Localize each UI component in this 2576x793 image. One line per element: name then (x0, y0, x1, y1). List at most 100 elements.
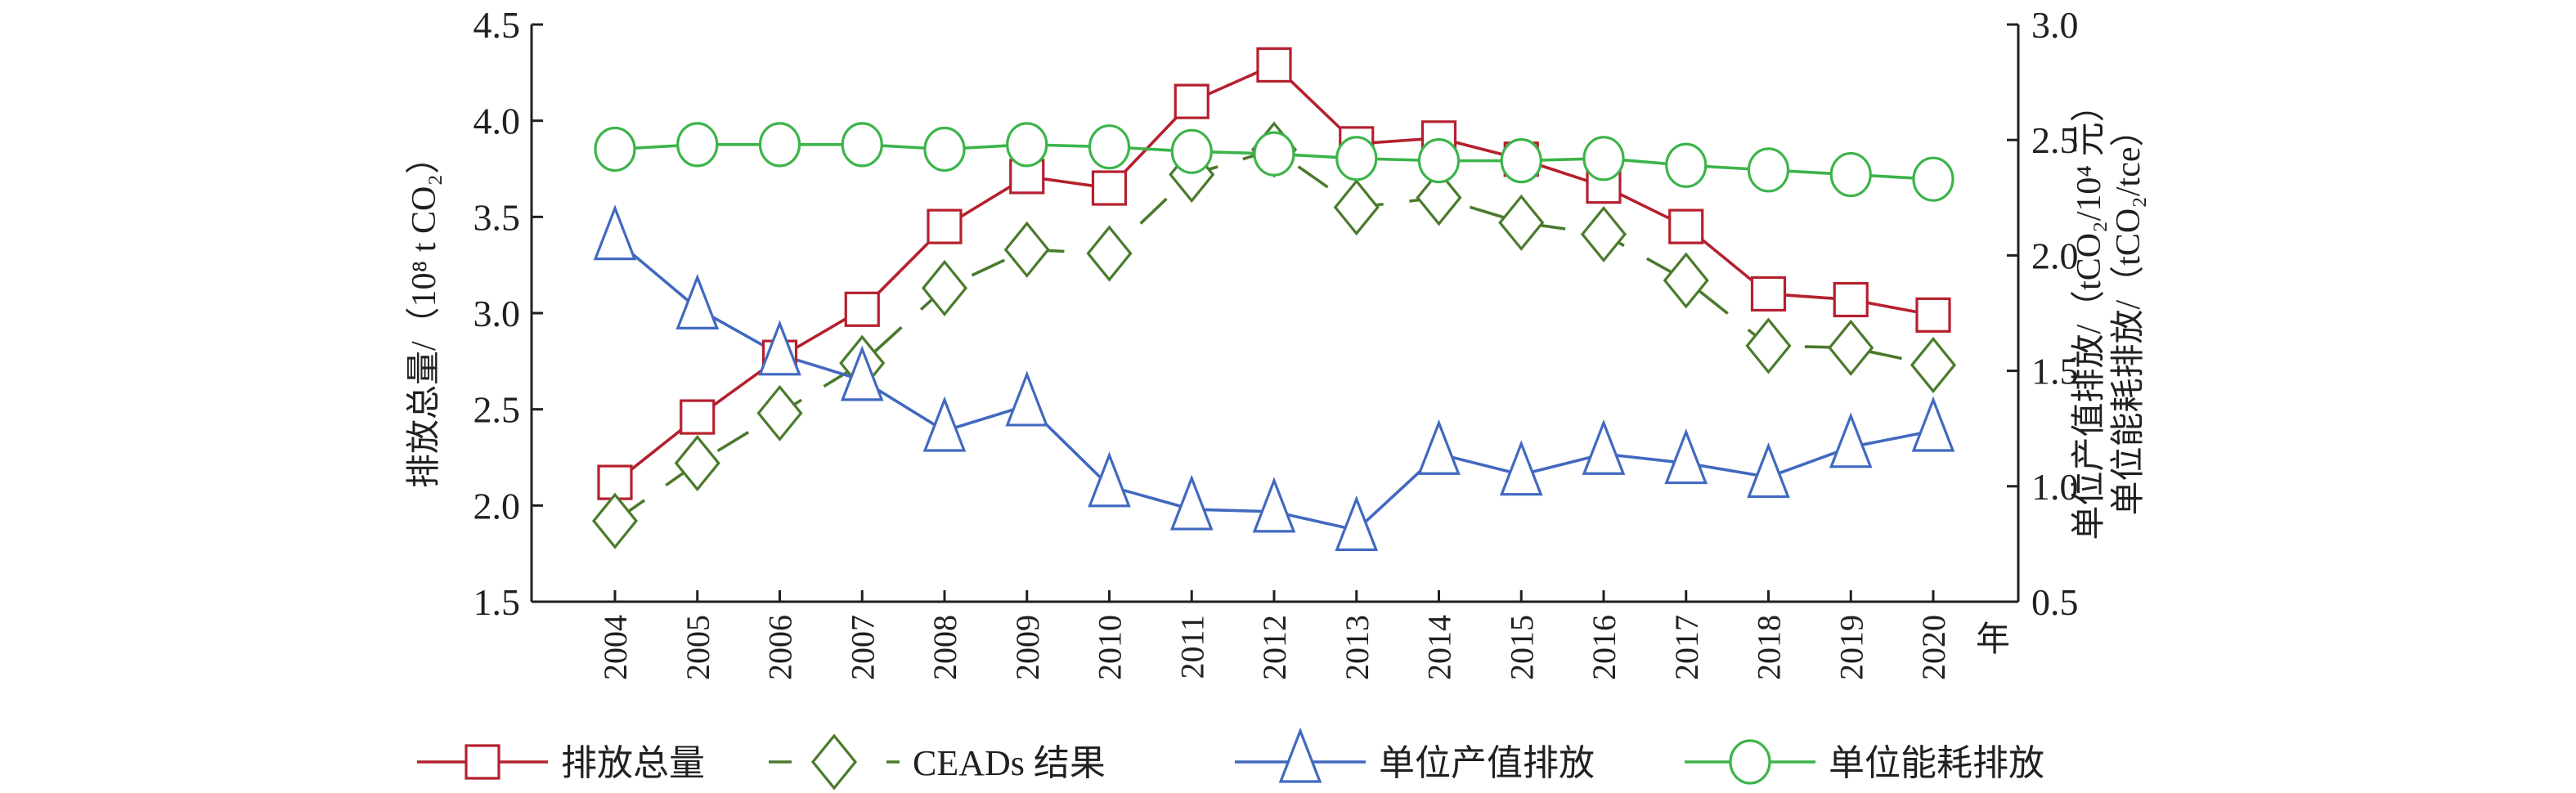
data-point-diamond-2018 (1745, 317, 1792, 374)
data-point-triangle-2006 (758, 320, 801, 376)
data-point-circle-2015 (1500, 138, 1542, 184)
legend-label-3: 单位能耗排放 (1829, 743, 2044, 783)
data-point-square-2007 (844, 291, 880, 327)
data-point-square-2012 (1256, 47, 1292, 83)
data-point-triangle-2018 (1747, 442, 1790, 499)
data-point-circle-2006 (758, 122, 801, 168)
legend-label-0: 排放总量 (561, 743, 705, 783)
right-tick-label: 1.5 (2031, 351, 2079, 392)
data-point-diamond-2020 (1910, 337, 1957, 394)
data-point-diamond-2004 (591, 492, 639, 549)
legend-label-1: CEADs 结果 (913, 743, 1106, 783)
left-tick-label: 1.5 (473, 581, 521, 623)
data-point-triangle-2017 (1664, 428, 1708, 485)
data-point-triangle-2009 (1005, 370, 1049, 427)
data-point-triangle-2013 (1335, 495, 1379, 552)
right-tick-label: 3.0 (2031, 4, 2079, 46)
data-point-square-2018 (1750, 276, 1787, 312)
data-point-diamond-2005 (674, 435, 720, 492)
data-point-circle-2004 (594, 126, 636, 172)
data-point-circle-2018 (1747, 147, 1790, 193)
right-tick-label: 1.0 (2031, 466, 2079, 508)
left-axis-label: 排放总量/（10⁸ t CO₂） (406, 140, 443, 488)
x-tick-label: 2015 (1503, 615, 1540, 680)
data-point-square-2005 (680, 399, 716, 435)
legend-label-2: 单位产值排放 (1379, 743, 1595, 783)
data-point-diamond-2008 (921, 259, 968, 316)
data-point-square-2008 (927, 208, 963, 244)
data-point-triangle-2008 (922, 396, 967, 452)
left-tick-label: 3.0 (473, 293, 521, 334)
data-point-circle-2009 (1006, 122, 1048, 168)
data-point-diamond-2017 (1663, 252, 1709, 309)
data-point-triangle-2005 (675, 273, 720, 329)
data-point-circle-2014 (1417, 138, 1461, 184)
data-point-square-2011 (1174, 83, 1209, 119)
x-tick-label: 2004 (597, 615, 634, 680)
legend-marker-circle (1729, 739, 1771, 785)
right-tick-label: 2.0 (2031, 235, 2079, 276)
data-point-circle-2013 (1335, 136, 1378, 181)
x-tick-label: 2006 (762, 615, 799, 680)
data-point-circle-2010 (1088, 124, 1131, 170)
series-markers (591, 47, 1957, 552)
right-tick-label: 0.5 (2031, 581, 2079, 623)
data-point-square-2019 (1833, 281, 1869, 318)
data-point-triangle-2020 (1911, 396, 1955, 452)
data-point-triangle-2007 (840, 345, 884, 401)
x-tick-label: 2012 (1256, 615, 1293, 680)
ticks: 1.5 2.0 2.5 3.0 3.5 4.0 4.5 0.5 1.0 1.5 2.0 2.5 3.0 2… (473, 4, 2079, 680)
x-tick-label: 2008 (927, 615, 963, 680)
data-point-circle-2007 (841, 122, 883, 168)
data-point-diamond-2015 (1498, 194, 1545, 251)
data-point-diamond-2010 (1086, 225, 1133, 282)
left-tick-label: 4.0 (473, 101, 521, 142)
legend-marker-square (464, 744, 500, 780)
x-axis-unit-label: 年 (1976, 621, 2010, 659)
data-point-circle-2011 (1170, 128, 1213, 174)
data-point-circle-2005 (676, 122, 719, 168)
x-tick-label: 2016 (1586, 615, 1622, 680)
data-point-triangle-2004 (593, 204, 637, 261)
x-tick-label: 2014 (1421, 615, 1458, 680)
legend-marker-triangle (1278, 727, 1322, 783)
data-point-square-2017 (1668, 208, 1704, 244)
data-point-circle-2017 (1665, 142, 1708, 188)
x-tick-label: 2018 (1751, 615, 1788, 680)
x-tick-label: 2013 (1339, 615, 1376, 680)
legend-marker-diamond (810, 733, 858, 791)
x-tick-label: 2010 (1092, 615, 1129, 680)
data-point-triangle-2011 (1169, 474, 1214, 531)
data-point-triangle-2010 (1088, 451, 1131, 508)
data-point-triangle-2016 (1582, 419, 1626, 475)
data-point-circle-2016 (1582, 136, 1625, 181)
x-tick-label: 2019 (1833, 615, 1869, 680)
data-point-diamond-2016 (1580, 205, 1627, 263)
x-tick-label: 2017 (1668, 615, 1705, 680)
data-point-triangle-2015 (1499, 440, 1543, 496)
data-point-triangle-2012 (1252, 477, 1296, 533)
left-tick-label: 2.0 (473, 485, 521, 526)
data-point-diamond-2014 (1416, 169, 1462, 226)
x-tick-label: 2020 (1915, 615, 1952, 680)
x-tick-label: 2007 (844, 615, 881, 680)
data-point-circle-2012 (1253, 131, 1295, 177)
right-tick-label: 2.5 (2031, 119, 2079, 161)
left-tick-label: 2.5 (473, 389, 521, 431)
right-axis-label-line1: 单位产值排放/（tCO₂/10⁴ 元） (2070, 87, 2108, 540)
data-point-triangle-2019 (1829, 412, 1873, 468)
data-point-circle-2020 (1912, 156, 1954, 202)
x-tick-label: 2011 (1174, 615, 1210, 679)
data-point-triangle-2014 (1417, 419, 1461, 475)
right-axis-label-line2: 单位能耗排放/（tCO₂/tce） (2109, 113, 2147, 516)
data-point-diamond-2019 (1828, 319, 1874, 376)
data-point-diamond-2009 (1003, 221, 1050, 278)
data-point-diamond-2013 (1333, 179, 1380, 236)
series-line-1 (613, 147, 1934, 522)
data-point-square-2020 (1915, 297, 1951, 333)
data-point-circle-2008 (923, 126, 966, 172)
left-tick-label: 3.5 (473, 196, 521, 238)
legend: 排放总量 CEADs 结果 单位产值排放 单位能耗排放 (417, 727, 2044, 791)
data-point-circle-2019 (1829, 151, 1872, 198)
